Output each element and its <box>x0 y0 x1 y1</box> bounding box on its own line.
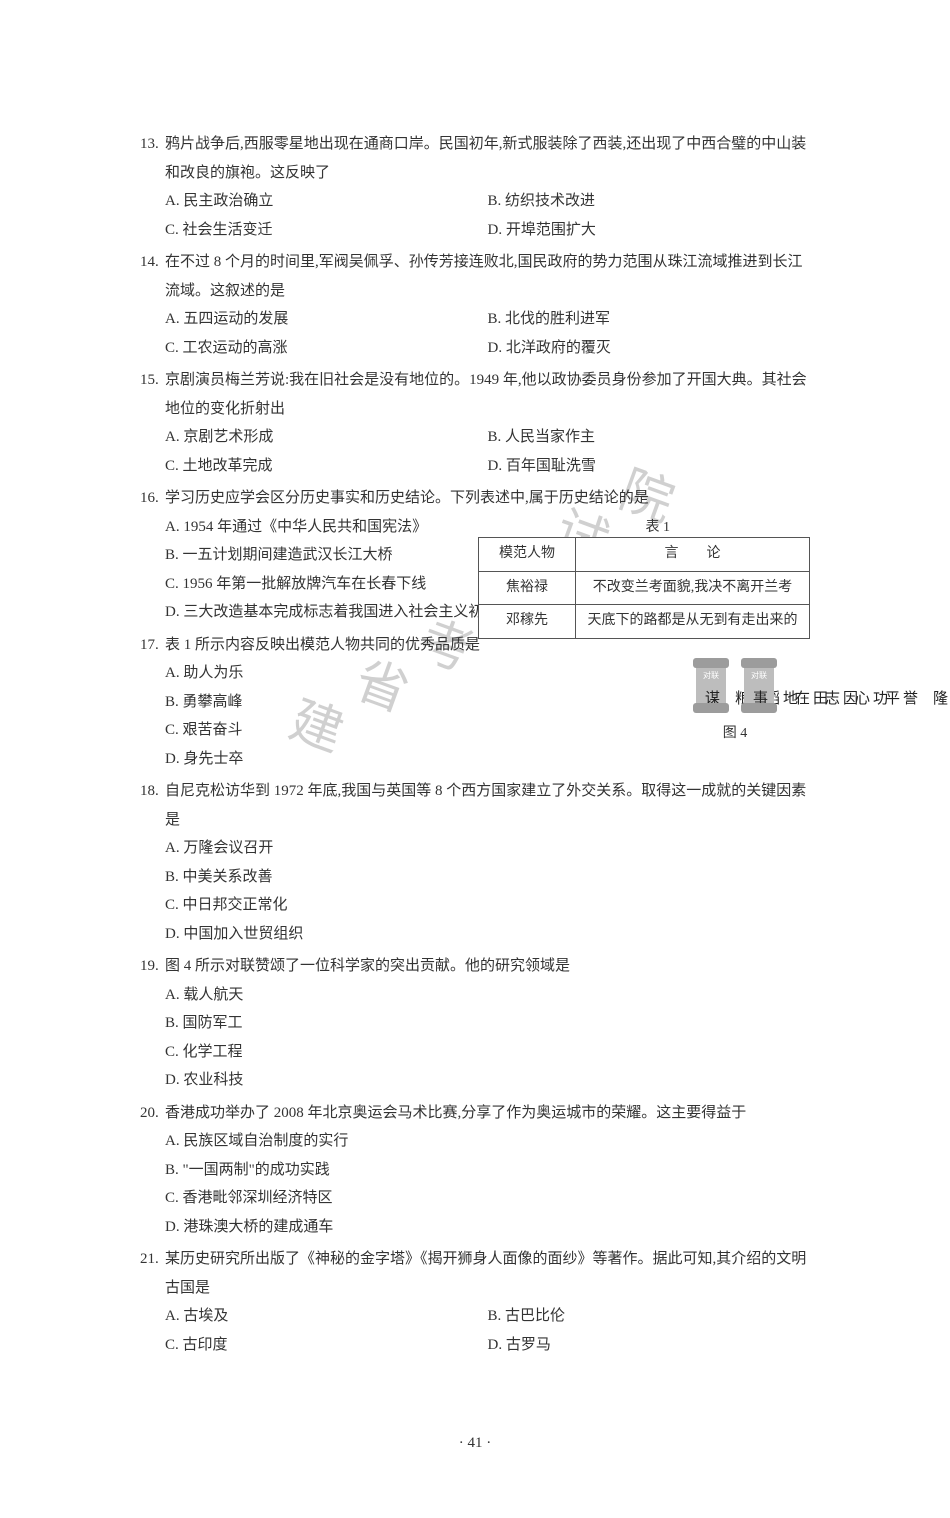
question-stem: 21. 某历史研究所出版了《神秘的金字塔》《揭开狮身人面像的面纱》等著作。据此可… <box>140 1245 810 1302</box>
question-20: 20. 香港成功举办了 2008 年北京奥运会马术比赛,分享了作为奥运城市的荣耀… <box>140 1099 810 1242</box>
option: A. 万隆会议召开 <box>165 834 810 863</box>
stem-text: 鸦片战争后,西服零星地出现在通商口岸。民国初年,新式服装除了西装,还出现了中西合… <box>165 136 806 181</box>
question-options: A. 京剧艺术形成 B. 人民当家作主 C. 土地改革完成 D. 百年国耻洗雪 <box>140 423 810 480</box>
question-stem: 18. 自尼克松访华到 1972 年底,我国与英国等 8 个西方国家建立了外交关… <box>140 777 810 834</box>
option: C. 社会生活变迁 <box>165 216 488 245</box>
couplet-pair: 对联 平心志在稻粮谋 对联 隆誉功因田地事 <box>675 662 795 709</box>
question-number: 18. <box>140 777 159 806</box>
question-options: A. 万隆会议召开 B. 中美关系改善 C. 中日邦交正常化 D. 中国加入世贸… <box>140 834 810 948</box>
question-14: 14. 在不过 8 个月的时间里,军阀吴佩孚、孙传芳接连败北,国民政府的势力范围… <box>140 248 810 362</box>
question-number: 17. <box>140 631 159 660</box>
question-options: A. 载人航天 B. 国防军工 C. 化学工程 D. 农业科技 <box>140 981 810 1095</box>
question-13: 13. 鸦片战争后,西服零星地出现在通商口岸。民国初年,新式服装除了西装,还出现… <box>140 130 810 244</box>
question-options: A. 古埃及 B. 古巴比伦 C. 古印度 D. 古罗马 <box>140 1302 810 1359</box>
question-stem: 14. 在不过 8 个月的时间里,军阀吴佩孚、孙传芳接连败北,国民政府的势力范围… <box>140 248 810 305</box>
table-row: 焦裕禄 不改变兰考面貌,我决不离开兰考 <box>479 571 810 605</box>
option: A. 民主政治确立 <box>165 187 488 216</box>
stem-text: 京剧演员梅兰芳说:我在旧社会是没有地位的。1949 年,他以政协委员身份参加了开… <box>165 372 807 417</box>
page-number: · 41 · <box>140 1429 810 1458</box>
stem-text: 学习历史应学会区分历史事实和历史结论。下列表述中,属于历史结论的是 <box>165 490 649 506</box>
option: B. 纺织技术改进 <box>488 187 811 216</box>
option: D. 古罗马 <box>488 1331 811 1360</box>
option: C. 中日邦交正常化 <box>165 891 810 920</box>
option: A. 载人航天 <box>165 981 810 1010</box>
option: B. 中美关系改善 <box>165 863 810 892</box>
question-stem: 15. 京剧演员梅兰芳说:我在旧社会是没有地位的。1949 年,他以政协委员身份… <box>140 366 810 423</box>
scroll-cap-icon: 对联 <box>696 672 726 680</box>
stem-text: 自尼克松访华到 1972 年底,我国与英国等 8 个西方国家建立了外交关系。取得… <box>165 783 806 828</box>
option: B. 国防军工 <box>165 1009 810 1038</box>
question-19: 19. 图 4 所示对联赞颂了一位科学家的突出贡献。他的研究领域是 A. 载人航… <box>140 952 810 1095</box>
scroll-cap-icon: 对联 <box>744 672 774 680</box>
question-stem: 16. 学习历史应学会区分历史事实和历史结论。下列表述中,属于历史结论的是 <box>140 484 810 513</box>
stem-text: 图 4 所示对联赞颂了一位科学家的突出贡献。他的研究领域是 <box>165 958 570 974</box>
option: B. "一国两制"的成功实践 <box>165 1156 810 1185</box>
option: D. 百年国耻洗雪 <box>488 452 811 481</box>
table-cell-quote: 不改变兰考面貌,我决不离开兰考 <box>576 571 810 605</box>
option: C. 工农运动的高涨 <box>165 334 488 363</box>
question-options: A. 民主政治确立 B. 纺织技术改进 C. 社会生活变迁 D. 开埠范围扩大 <box>140 187 810 244</box>
question-stem: 19. 图 4 所示对联赞颂了一位科学家的突出贡献。他的研究领域是 <box>140 952 810 981</box>
option: D. 港珠澳大桥的建成通车 <box>165 1213 810 1242</box>
option: A. 五四运动的发展 <box>165 305 488 334</box>
figure-4: 对联 平心志在稻粮谋 对联 隆誉功因田地事 图 4 <box>675 662 795 748</box>
option: C. 古印度 <box>165 1331 488 1360</box>
table-cell-name: 焦裕禄 <box>479 571 576 605</box>
question-18: 18. 自尼克松访华到 1972 年底,我国与英国等 8 个西方国家建立了外交关… <box>140 777 810 948</box>
option: D. 中国加入世贸组织 <box>165 920 810 949</box>
couplet-line-left: 隆誉功因田地事 <box>744 684 950 713</box>
couplet-scroll-right: 对联 平心志在稻粮谋 <box>696 662 726 709</box>
option: A. 古埃及 <box>165 1302 488 1331</box>
option: C. 土地改革完成 <box>165 452 488 481</box>
question-options: A. 民族区域自治制度的实行 B. "一国两制"的成功实践 C. 香港毗邻深圳经… <box>140 1127 810 1241</box>
option: B. 人民当家作主 <box>488 423 811 452</box>
option: D. 开埠范围扩大 <box>488 216 811 245</box>
table-row: 邓稼先 天底下的路都是从无到有走出来的 <box>479 605 810 639</box>
question-number: 21. <box>140 1245 159 1274</box>
table-1-table: 模范人物 言 论 焦裕禄 不改变兰考面貌,我决不离开兰考 邓稼先 天底下的路都是… <box>478 537 810 639</box>
stem-text: 在不过 8 个月的时间里,军阀吴佩孚、孙传芳接连败北,国民政府的势力范围从珠江流… <box>165 254 803 299</box>
question-number: 14. <box>140 248 159 277</box>
option: C. 化学工程 <box>165 1038 810 1067</box>
stem-text: 表 1 所示内容反映出模范人物共同的优秀品质是 <box>165 637 480 653</box>
table-cell-name: 邓稼先 <box>479 605 576 639</box>
option: D. 身先士卒 <box>165 745 810 774</box>
table-1-title: 表 1 <box>646 515 671 542</box>
table-cell-quote: 天底下的路都是从无到有走出来的 <box>576 605 810 639</box>
figure-4-caption: 图 4 <box>675 721 795 748</box>
table-1-header-col1: 模范人物 <box>479 538 576 572</box>
question-number: 19. <box>140 952 159 981</box>
table-1: 表 1 模范人物 言 论 焦裕禄 不改变兰考面貌,我决不离开兰考 邓稼先 天底下… <box>478 537 810 639</box>
option: D. 农业科技 <box>165 1066 810 1095</box>
question-number: 15. <box>140 366 159 395</box>
option: D. 北洋政府的覆灭 <box>488 334 811 363</box>
question-stem: 20. 香港成功举办了 2008 年北京奥运会马术比赛,分享了作为奥运城市的荣耀… <box>140 1099 810 1128</box>
stem-text: 某历史研究所出版了《神秘的金字塔》《揭开狮身人面像的面纱》等著作。据此可知,其介… <box>165 1251 806 1296</box>
question-number: 20. <box>140 1099 159 1128</box>
option: A. 民族区域自治制度的实行 <box>165 1127 810 1156</box>
couplet-scroll-left: 对联 隆誉功因田地事 <box>744 662 774 709</box>
question-number: 16. <box>140 484 159 513</box>
question-15: 15. 京剧演员梅兰芳说:我在旧社会是没有地位的。1949 年,他以政协委员身份… <box>140 366 810 480</box>
option: B. 古巴比伦 <box>488 1302 811 1331</box>
stem-text: 香港成功举办了 2008 年北京奥运会马术比赛,分享了作为奥运城市的荣耀。这主要… <box>165 1105 746 1121</box>
question-options: A. 五四运动的发展 B. 北伐的胜利进军 C. 工农运动的高涨 D. 北洋政府… <box>140 305 810 362</box>
option: C. 香港毗邻深圳经济特区 <box>165 1184 810 1213</box>
option: B. 北伐的胜利进军 <box>488 305 811 334</box>
question-number: 13. <box>140 130 159 159</box>
question-stem: 13. 鸦片战争后,西服零星地出现在通商口岸。民国初年,新式服装除了西装,还出现… <box>140 130 810 187</box>
question-21: 21. 某历史研究所出版了《神秘的金字塔》《揭开狮身人面像的面纱》等著作。据此可… <box>140 1245 810 1359</box>
table-1-header-col2: 言 论 <box>576 538 810 572</box>
option: A. 京剧艺术形成 <box>165 423 488 452</box>
